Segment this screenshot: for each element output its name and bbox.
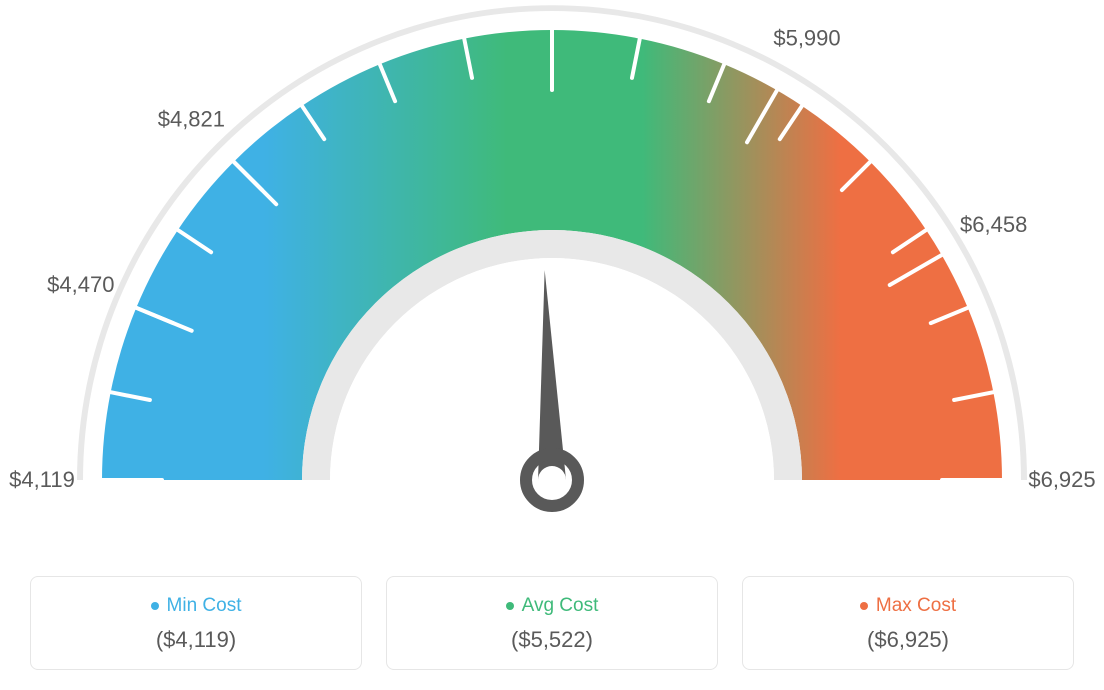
min-cost-label-row: Min Cost (41, 595, 351, 617)
cost-gauge-container: $4,119$4,470$4,821$5,522$5,990$6,458$6,9… (0, 0, 1104, 690)
min-dot-icon (151, 602, 159, 610)
svg-text:$4,821: $4,821 (158, 106, 225, 131)
svg-text:$4,470: $4,470 (47, 272, 114, 297)
max-cost-value: ($6,925) (753, 627, 1063, 653)
max-cost-label-row: Max Cost (753, 595, 1063, 617)
avg-dot-icon (506, 602, 514, 610)
min-cost-value: ($4,119) (41, 627, 351, 653)
svg-text:$6,458: $6,458 (960, 212, 1027, 237)
min-cost-label: Min Cost (167, 595, 242, 617)
avg-cost-label: Avg Cost (522, 595, 599, 617)
max-cost-label: Max Cost (876, 595, 956, 617)
gauge-chart: $4,119$4,470$4,821$5,522$5,990$6,458$6,9… (0, 0, 1104, 560)
summary-cards: Min Cost ($4,119) Avg Cost ($5,522) Max … (30, 576, 1074, 670)
avg-cost-value: ($5,522) (397, 627, 707, 653)
avg-cost-card: Avg Cost ($5,522) (386, 576, 718, 670)
max-cost-card: Max Cost ($6,925) (742, 576, 1074, 670)
svg-text:$4,119: $4,119 (9, 467, 75, 492)
max-dot-icon (860, 602, 868, 610)
min-cost-card: Min Cost ($4,119) (30, 576, 362, 670)
avg-cost-label-row: Avg Cost (397, 595, 707, 617)
svg-text:$5,990: $5,990 (773, 25, 840, 50)
svg-text:$6,925: $6,925 (1028, 467, 1095, 492)
